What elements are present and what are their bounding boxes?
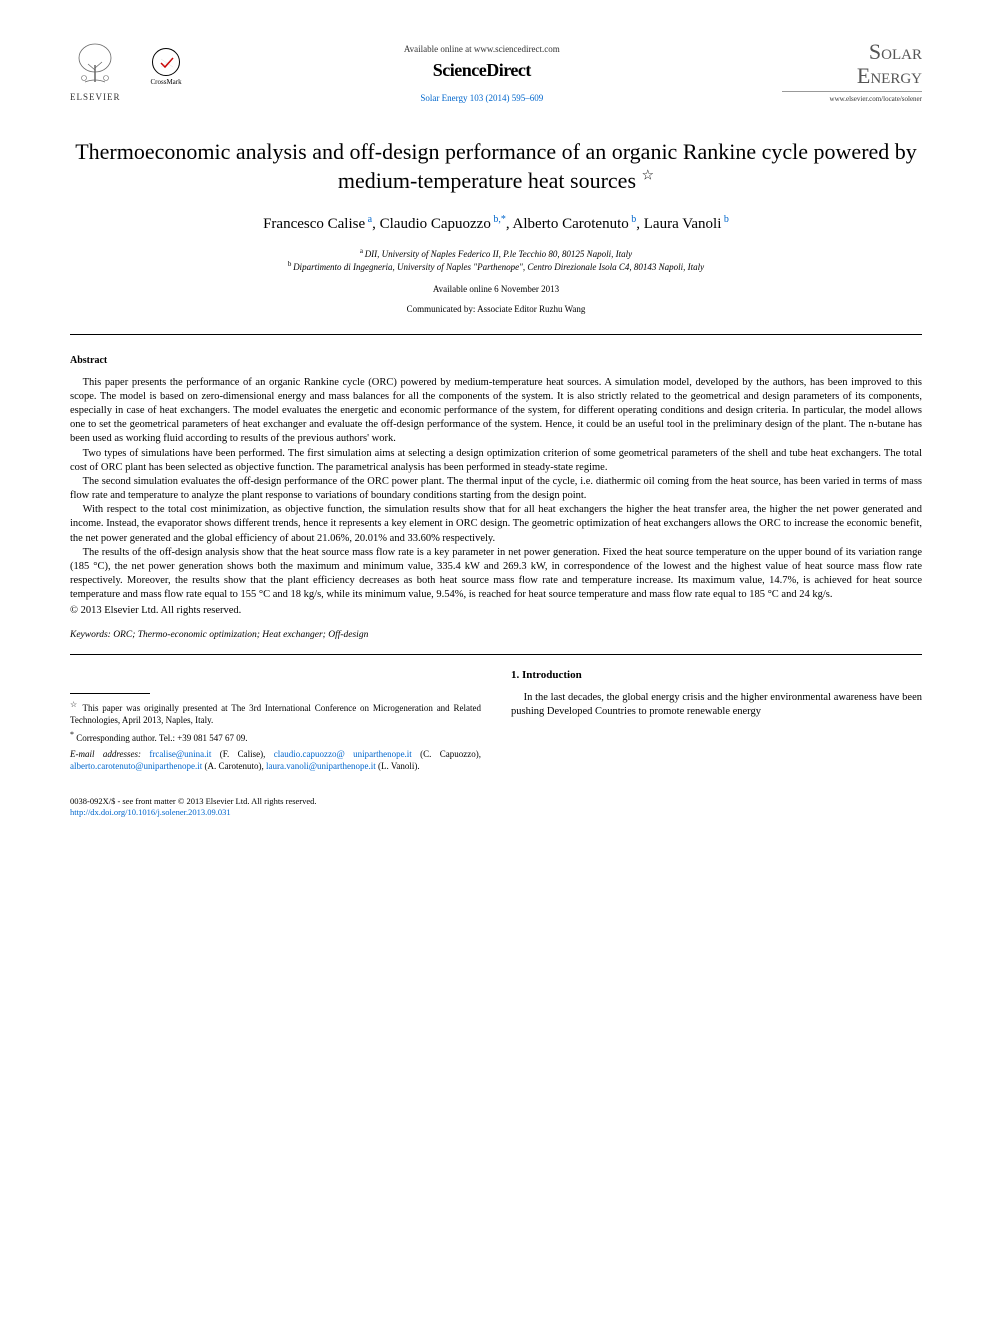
- elsevier-tree-icon: [70, 40, 120, 90]
- footnote-conference-text: This paper was originally presented at T…: [70, 703, 481, 725]
- divider-bottom: [70, 654, 922, 655]
- email-link[interactable]: claudio.capuozzo@ uniparthenope.it: [274, 749, 412, 759]
- sciencedirect-logo[interactable]: ScienceDirect: [182, 60, 782, 81]
- journal-title-line1: Solar: [869, 39, 922, 64]
- abstract-paragraph: The results of the off-design analysis s…: [70, 546, 922, 603]
- header-left: ELSEVIER CrossMark: [70, 40, 182, 102]
- title-footnote-marker[interactable]: ☆: [642, 169, 655, 184]
- affiliation: b Dipartimento di Ingegneria, University…: [70, 260, 922, 274]
- footnote-corresponding-text: Corresponding author. Tel.: +39 081 547 …: [76, 733, 247, 743]
- author-affiliation-marker[interactable]: b,*: [491, 214, 506, 225]
- author-affiliation-marker[interactable]: a: [365, 214, 372, 225]
- intro-text: In the last decades, the global energy c…: [511, 691, 922, 719]
- elsevier-label: ELSEVIER: [70, 92, 121, 102]
- abstract-paragraph: With respect to the total cost minimizat…: [70, 503, 922, 546]
- divider-top: [70, 334, 922, 335]
- keywords-label: Keywords:: [70, 630, 111, 640]
- header: ELSEVIER CrossMark Available online at w…: [70, 40, 922, 103]
- doi-link[interactable]: http://dx.doi.org/10.1016/j.solener.2013…: [70, 807, 922, 818]
- footnote-emails: E-mail addresses: frcalise@unina.it (F. …: [70, 748, 481, 772]
- header-right: Solar Energy www.elsevier.com/locate/sol…: [782, 40, 922, 103]
- bottom-matter: 0038-092X/$ - see front matter © 2013 El…: [70, 796, 922, 818]
- email-link[interactable]: frcalise@unina.it: [149, 749, 211, 759]
- footnote-marker-star: ☆: [70, 700, 79, 709]
- header-center: Available online at www.sciencedirect.co…: [182, 40, 782, 103]
- front-matter-line: 0038-092X/$ - see front matter © 2013 El…: [70, 796, 922, 807]
- author-affiliation-marker[interactable]: b: [629, 214, 637, 225]
- crossmark-label: CrossMark: [151, 78, 182, 86]
- abstract-body: This paper presents the performance of a…: [70, 376, 922, 603]
- author-affiliation-marker[interactable]: b: [721, 214, 729, 225]
- abstract-heading: Abstract: [70, 355, 922, 366]
- footnote-divider: [70, 693, 150, 694]
- email-link[interactable]: laura.vanoli@uniparthenope.it: [266, 761, 376, 771]
- keywords: Keywords: ORC; Thermo-economic optimizat…: [70, 630, 922, 640]
- footnote-conference: ☆ This paper was originally presented at…: [70, 700, 481, 726]
- authors-line: Francesco Calise a, Claudio Capuozzo b,*…: [70, 214, 922, 233]
- affiliation: a DII, University of Naples Federico II,…: [70, 247, 922, 261]
- author: Francesco Calise a: [263, 216, 372, 232]
- author: Laura Vanoli b: [644, 216, 729, 232]
- communicated-by: Communicated by: Associate Editor Ruzhu …: [70, 304, 922, 314]
- affiliation-marker: b: [288, 260, 293, 268]
- abstract-paragraph: This paper presents the performance of a…: [70, 376, 922, 447]
- copyright-line: © 2013 Elsevier Ltd. All rights reserved…: [70, 605, 922, 616]
- footer-left: ☆ This paper was originally presented at…: [70, 669, 481, 777]
- affiliations: a DII, University of Naples Federico II,…: [70, 247, 922, 274]
- keywords-text: ORC; Thermo-economic optimization; Heat …: [113, 630, 368, 640]
- abstract-paragraph: The second simulation evaluates the off-…: [70, 475, 922, 503]
- author: Claudio Capuozzo b,*: [380, 216, 506, 232]
- citation-link[interactable]: Solar Energy 103 (2014) 595–609: [182, 93, 782, 103]
- footer-right: 1. Introduction In the last decades, the…: [511, 669, 922, 777]
- footnote-marker-asterisk: *: [70, 730, 74, 739]
- crossmark-icon: [152, 48, 180, 76]
- footer-row: ☆ This paper was originally presented at…: [70, 669, 922, 777]
- email-link[interactable]: alberto.carotenuto@uniparthenope.it: [70, 761, 202, 771]
- title-text: Thermoeconomic analysis and off-design p…: [75, 139, 917, 193]
- journal-url[interactable]: www.elsevier.com/locate/solener: [782, 95, 922, 103]
- elsevier-logo[interactable]: ELSEVIER: [70, 40, 121, 102]
- abstract-paragraph: Two types of simulations have been perfo…: [70, 447, 922, 475]
- intro-heading: 1. Introduction: [511, 669, 922, 681]
- emails-label: E-mail addresses:: [70, 749, 149, 759]
- footnote-corresponding: * Corresponding author. Tel.: +39 081 54…: [70, 730, 481, 744]
- article-title: Thermoeconomic analysis and off-design p…: [70, 138, 922, 195]
- journal-title-line2: Energy: [857, 63, 922, 88]
- author: Alberto Carotenuto b: [513, 216, 637, 232]
- affiliation-marker: a: [360, 247, 365, 255]
- crossmark-badge[interactable]: CrossMark: [151, 48, 182, 86]
- journal-title: Solar Energy: [782, 40, 922, 92]
- available-online-text: Available online at www.sciencedirect.co…: [182, 44, 782, 54]
- publication-date: Available online 6 November 2013: [70, 284, 922, 294]
